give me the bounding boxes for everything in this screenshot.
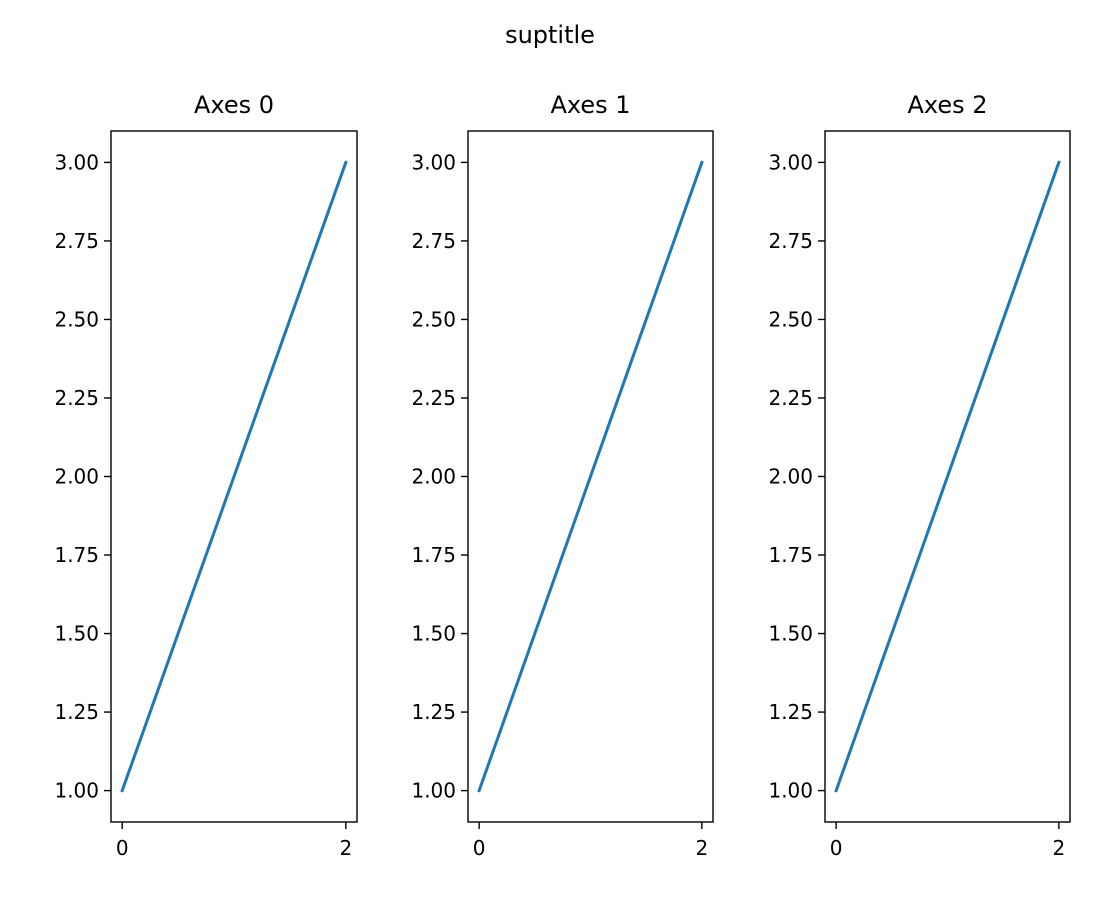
- axes-2-xtick-label: 2: [1052, 836, 1065, 860]
- axes-0: 1.00 1.25 1.50 1.75 2.00 2.25 2.50 2.75 3.00 0 2 Ax…: [54, 91, 358, 860]
- axes-1-title: Axes 1: [550, 91, 630, 119]
- axes-0-ytick-label: 1.50: [54, 622, 99, 646]
- axes-1-ytick-label: 3.00: [411, 150, 456, 174]
- axes-2-ytick-label: 1.25: [768, 700, 813, 724]
- axes-2-ytick-label: 1.50: [768, 622, 813, 646]
- axes-0-ytick-label: 1.25: [54, 700, 99, 724]
- axes-1: 1.00 1.25 1.50 1.75 2.00 2.25 2.50 2.75 3.00 0 2 Ax…: [411, 91, 714, 860]
- axes-0-series-line-0: [120, 160, 348, 793]
- axes-1-ytick-label: 1.00: [411, 779, 456, 803]
- axes-2-ytick-label: 2.50: [768, 307, 813, 331]
- axes-2-ytick-label: 2.75: [768, 229, 813, 253]
- axes-0-ytick-label: 1.00: [54, 779, 99, 803]
- axes-1-ytick-label: 1.50: [411, 622, 456, 646]
- axes-1-ytick-label: 2.00: [411, 465, 456, 489]
- axes-0-ytick-label: 2.50: [54, 307, 99, 331]
- axes-1-series-line-0: [477, 160, 704, 793]
- axes-2: 1.00 1.25 1.50 1.75 2.00 2.25 2.50 2.75 3.00 0 2 Ax…: [768, 91, 1071, 860]
- axes-2-ytick-label: 3.00: [768, 150, 813, 174]
- axes-0-ytick-label: 2.75: [54, 229, 99, 253]
- axes-2-ytick-label: 1.00: [768, 779, 813, 803]
- axes-1-xtick-label: 0: [473, 836, 486, 860]
- axes-0-ytick-label: 3.00: [54, 150, 99, 174]
- axes-1-xtick-label: 2: [695, 836, 708, 860]
- axes-1-ytick-label: 2.50: [411, 307, 456, 331]
- axes-0-xtick-label: 2: [339, 836, 352, 860]
- axes-0-title: Axes 0: [194, 91, 274, 119]
- axes-2-ytick-label: 1.75: [768, 543, 813, 567]
- axes-1-ytick-label: 1.25: [411, 700, 456, 724]
- axes-0-xtick-label: 0: [116, 836, 129, 860]
- axes-0-ytick-label: 1.75: [54, 543, 99, 567]
- axes-container: 1.00 1.25 1.50 1.75 2.00 2.25 2.50 2.75 3.00 0 2 Ax…: [54, 91, 1071, 860]
- axes-0-ytick-label: 2.25: [54, 386, 99, 410]
- axes-2-series-line-0: [834, 160, 1061, 793]
- axes-2-ytick-label: 2.25: [768, 386, 813, 410]
- suptitle: suptitle: [505, 21, 595, 49]
- axes-2-title: Axes 2: [907, 91, 987, 119]
- axes-1-ytick-label: 2.25: [411, 386, 456, 410]
- axes-2-ytick-label: 2.00: [768, 465, 813, 489]
- axes-0-ytick-label: 2.00: [54, 465, 99, 489]
- axes-2-xtick-label: 0: [830, 836, 843, 860]
- axes-1-ytick-label: 1.75: [411, 543, 456, 567]
- axes-1-ytick-label: 2.75: [411, 229, 456, 253]
